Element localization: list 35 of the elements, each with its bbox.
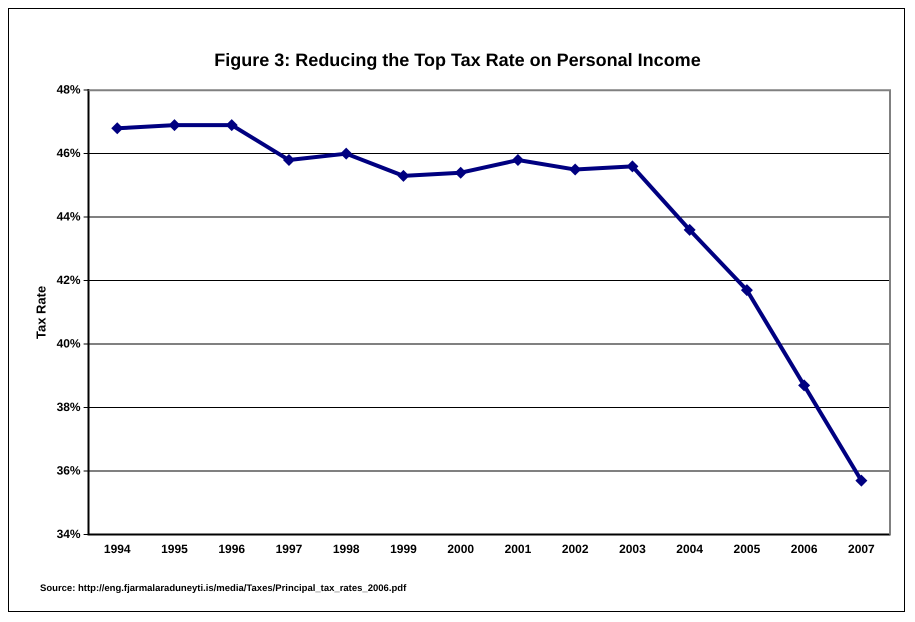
point bbox=[340, 148, 352, 160]
y-tick-label: 46% bbox=[56, 146, 81, 160]
x-tick-label: 2001 bbox=[504, 542, 532, 556]
point bbox=[569, 164, 582, 176]
y-tick-label: 48% bbox=[56, 82, 81, 97]
y-tick-label: 42% bbox=[56, 272, 81, 287]
point bbox=[855, 474, 868, 487]
x-tick-label: 2006 bbox=[790, 542, 818, 556]
chart-title: Figure 3: Reducing the Top Tax Rate on Personal Income bbox=[213, 50, 702, 71]
point bbox=[282, 154, 295, 166]
y-tick-label: 36% bbox=[56, 463, 81, 478]
x-tick-label: 2007 bbox=[848, 542, 876, 556]
x-tick-label: 1997 bbox=[276, 542, 303, 556]
point bbox=[684, 224, 696, 236]
point bbox=[512, 154, 524, 166]
x-tick-label: 2003 bbox=[619, 542, 646, 556]
x-tick-label: 1994 bbox=[104, 542, 131, 556]
x-tick-label: 1996 bbox=[218, 542, 246, 556]
y-tick-label: 34% bbox=[56, 526, 81, 541]
point bbox=[798, 379, 810, 392]
y-tick-label: 40% bbox=[56, 336, 81, 350]
y-axis-title: Tax Rate bbox=[33, 286, 48, 340]
x-tick-label: 1999 bbox=[390, 542, 418, 556]
point bbox=[626, 160, 638, 172]
y-tick-label: 44% bbox=[56, 209, 81, 224]
x-tick-label: 1995 bbox=[161, 542, 188, 556]
x-tick-label: 2004 bbox=[676, 542, 704, 556]
x-tick-label: 2000 bbox=[447, 542, 474, 556]
x-tick-label: 2002 bbox=[562, 542, 589, 556]
point bbox=[397, 170, 410, 182]
source-note: Source: http://eng.fjarmalaraduneyti.is/media/Taxes/Principal_tax_rates_2006.pdf bbox=[40, 583, 406, 594]
x-tick-label: 1998 bbox=[332, 542, 360, 556]
x-tick-label: 2005 bbox=[734, 542, 761, 556]
y-tick-label: 38% bbox=[56, 400, 81, 414]
point bbox=[740, 284, 753, 296]
